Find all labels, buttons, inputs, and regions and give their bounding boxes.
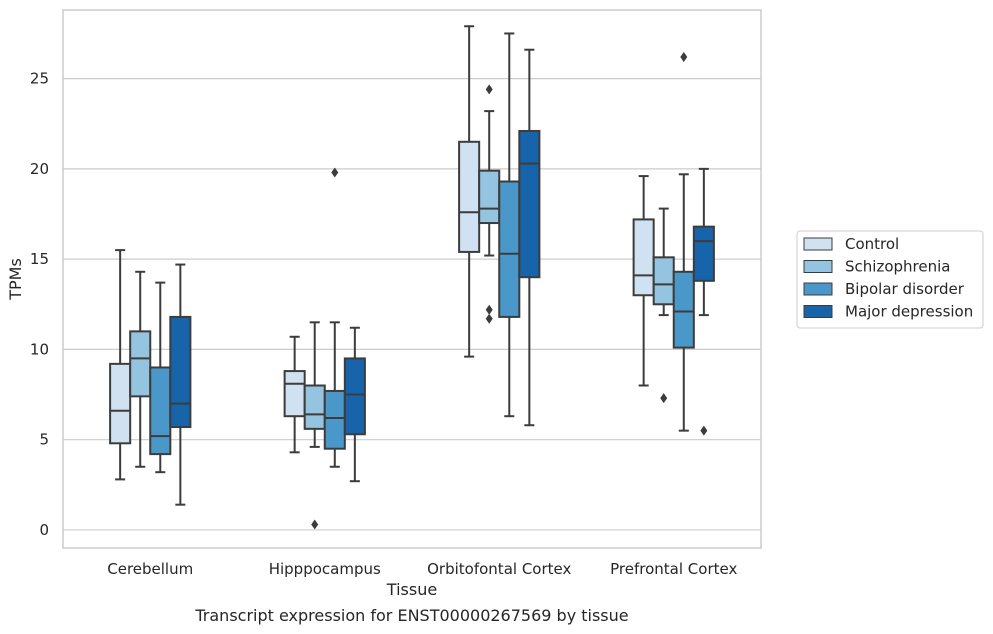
y-axis-label: TPMs — [6, 258, 25, 301]
chart-caption: Transcript expression for ENST0000026756… — [194, 606, 628, 625]
outlier-point — [700, 425, 708, 436]
box-body — [323, 389, 346, 450]
outlier-point — [680, 51, 688, 62]
box-body — [498, 180, 521, 318]
y-tick-label: 15 — [30, 250, 49, 268]
x-tick-label: Orbitofontal Cortex — [427, 560, 571, 578]
box-control — [458, 25, 481, 358]
y-tick-label: 5 — [39, 431, 49, 449]
outlier-point — [660, 393, 668, 404]
legend-label: Schizophrenia — [845, 258, 950, 276]
box-body — [149, 366, 172, 456]
box-body — [518, 129, 541, 279]
box-body — [343, 357, 366, 436]
x-tick-label: Cerebellum — [107, 560, 193, 578]
outlier-point — [485, 84, 493, 95]
outlier-point — [485, 304, 493, 315]
legend-swatch — [803, 305, 833, 318]
box-body — [303, 384, 326, 430]
box-body — [652, 256, 675, 306]
y-tick-label: 0 — [39, 521, 49, 539]
box-schizophrenia — [303, 321, 326, 530]
box-body — [632, 218, 655, 297]
legend-label: Major depression — [845, 303, 973, 321]
box-series — [109, 25, 715, 530]
box-body — [692, 225, 715, 282]
y-tick-label: 10 — [30, 340, 49, 358]
box-body — [169, 315, 192, 429]
legend: Control Schizophrenia Bipolar disorder Majo… — [796, 230, 984, 329]
box-major-depression — [518, 48, 541, 427]
outlier-point — [485, 313, 493, 324]
legend-swatch — [803, 237, 833, 251]
box-body — [478, 169, 501, 225]
y-tick-label: 25 — [30, 70, 49, 88]
legend-label: Control — [845, 235, 899, 253]
box-body — [283, 370, 306, 418]
legend-swatch — [803, 282, 833, 296]
x-tick-labels: Cerebellum Hipppocampus Orbitofontal Corte… — [107, 560, 737, 578]
box-body — [129, 330, 152, 398]
legend-swatch — [803, 260, 833, 273]
box-body — [672, 270, 695, 349]
box-body — [458, 140, 481, 253]
box-bipolar-disorder — [672, 51, 695, 432]
box-major-depression — [343, 326, 366, 483]
outlier-point — [311, 519, 319, 530]
box-schizophrenia — [129, 270, 152, 468]
legend-frame — [796, 230, 984, 329]
box-major-depression — [169, 263, 192, 506]
outlier-point — [331, 167, 339, 178]
x-axis-label: Tissue — [386, 580, 437, 599]
box-bipolar-disorder — [498, 32, 521, 418]
box-major-depression — [692, 167, 715, 436]
y-tick-label: 20 — [30, 160, 49, 178]
x-tick-label: Prefrontal Cortex — [610, 560, 737, 578]
x-tick-label: Hipppocampus — [269, 560, 381, 578]
y-tick-labels: 0 5 10 15 20 25 — [30, 70, 49, 539]
plot-frame — [62, 9, 762, 549]
legend-label: Bipolar disorder — [845, 280, 965, 298]
box-control — [109, 249, 132, 481]
box-body — [109, 362, 132, 445]
